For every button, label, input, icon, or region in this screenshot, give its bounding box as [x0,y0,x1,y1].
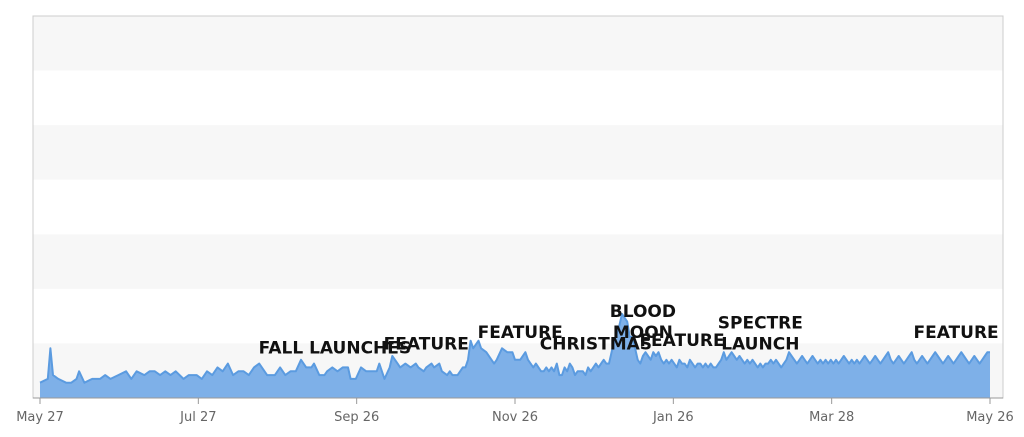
series-area [40,314,990,398]
annotation-line: LAUNCH [721,335,799,355]
annotation-label: FEATURE [639,331,724,351]
x-tick-label: Jan 26 [652,410,694,425]
annotation-line: FEATURE [384,335,469,355]
annotation-label: FEATURE [478,323,563,343]
annotation-label: FEATURE [913,323,998,343]
grid-band [33,70,1003,126]
annotations: FALL LAUNCHESFEATUREFEATURECHRISTMASBLOO… [259,302,999,358]
annotation-line: FALL LAUNCHES [259,338,411,358]
annotation-label: FEATURE [384,335,469,355]
annotation-line: FEATURE [478,323,563,343]
x-tick-label: Jul 27 [179,410,216,425]
grid-band [33,288,1003,344]
x-tick-label: May 26 [966,410,1014,425]
annotation-line: MOON [613,323,673,343]
annotation-line: BLOOD [610,302,676,322]
annotation-line: FEATURE [913,323,998,343]
annotation-label: BLOOD MOON [610,302,676,343]
annotation-line: FEATURE [639,331,724,351]
annotation-label: SPECTRE LAUNCH [718,314,803,355]
x-axis-ticks: May 27 Jul 27 Sep 26 Nov 26 Jan 26 Mar 28 May … [16,398,1014,425]
annotation-line: CHRISTMAS [540,335,652,355]
grid-band [33,125,1003,180]
grid-bands [33,16,1003,398]
grid-band [33,16,1003,71]
grid-band [33,179,1003,235]
x-tick-label: Nov 26 [492,410,538,425]
grid-band [33,234,1003,289]
annotation-label: FALL LAUNCHES [259,338,411,358]
x-tick-label: May 27 [16,410,64,425]
x-tick-label: Mar 28 [809,410,854,425]
annotation-label: CHRISTMAS [540,335,652,355]
annotation-line: SPECTRE [718,314,803,334]
x-tick-label: Sep 26 [334,410,379,425]
series-line [39,313,990,384]
